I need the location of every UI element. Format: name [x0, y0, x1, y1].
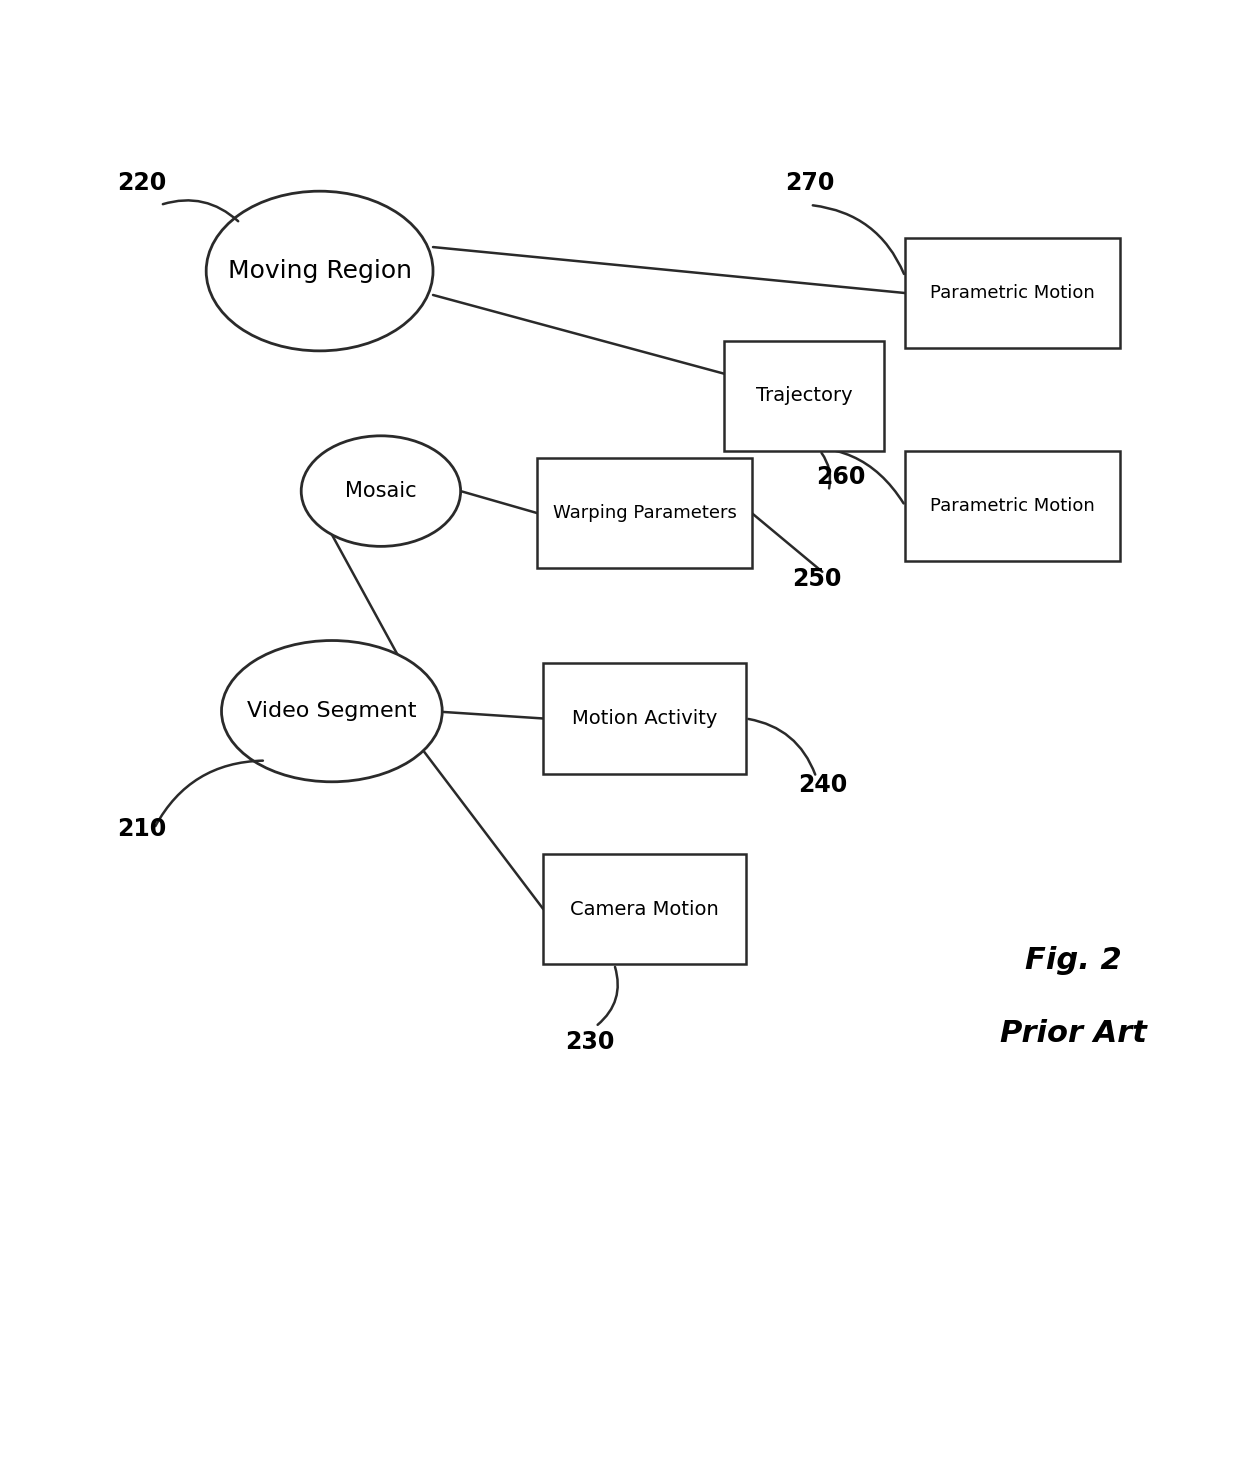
Text: 270: 270 [785, 172, 835, 195]
Text: Prior Art: Prior Art [1001, 1019, 1147, 1049]
Text: Fig. 2: Fig. 2 [1025, 946, 1122, 974]
FancyBboxPatch shape [724, 341, 884, 450]
FancyBboxPatch shape [543, 855, 745, 964]
Text: Trajectory: Trajectory [755, 387, 852, 406]
Ellipse shape [222, 640, 443, 782]
Ellipse shape [206, 191, 433, 351]
Ellipse shape [301, 435, 460, 546]
Text: 230: 230 [565, 1029, 614, 1053]
Text: Parametric Motion: Parametric Motion [930, 496, 1095, 515]
FancyBboxPatch shape [905, 238, 1120, 348]
Text: 260: 260 [816, 465, 866, 489]
FancyBboxPatch shape [537, 458, 751, 569]
FancyBboxPatch shape [905, 450, 1120, 561]
Text: Motion Activity: Motion Activity [572, 709, 717, 729]
FancyBboxPatch shape [543, 663, 745, 773]
Text: Video Segment: Video Segment [247, 701, 417, 721]
Text: 240: 240 [797, 773, 847, 797]
Text: Warping Parameters: Warping Parameters [553, 504, 737, 523]
Text: Parametric Motion: Parametric Motion [930, 284, 1095, 302]
Text: 250: 250 [791, 567, 841, 591]
Text: Moving Region: Moving Region [228, 259, 412, 283]
Text: Mosaic: Mosaic [345, 481, 417, 501]
Text: Camera Motion: Camera Motion [570, 900, 719, 918]
Text: 220: 220 [118, 172, 166, 195]
Text: 210: 210 [118, 818, 166, 841]
